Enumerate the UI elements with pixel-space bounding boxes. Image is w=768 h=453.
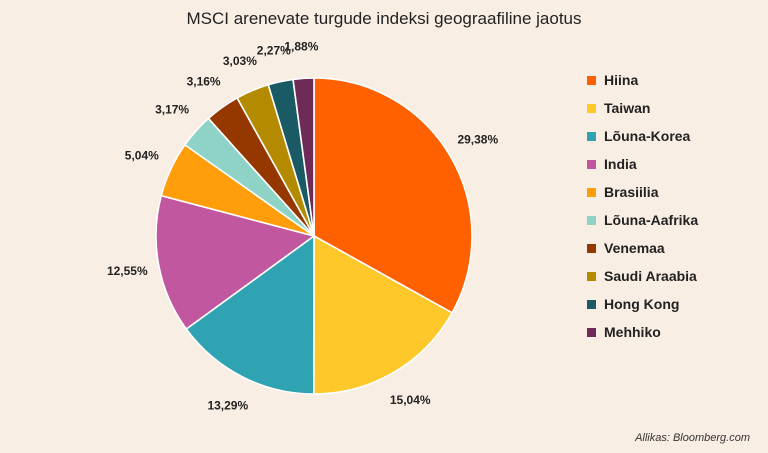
pie-slice-10 (292, 77, 315, 237)
legend-swatch (587, 271, 596, 281)
legend-label: Hiina (604, 72, 639, 88)
slice-label-1: 29,38% (457, 133, 498, 147)
pie-slice-2 (313, 234, 454, 395)
legend-label: Saudi Araabia (604, 268, 697, 284)
legend-label: India (604, 156, 637, 172)
legend-swatch (587, 103, 596, 113)
legend-swatch (587, 75, 596, 85)
legend-label: Hong Kong (604, 296, 680, 312)
slice-label-5: 5,04% (125, 149, 159, 163)
legend: Hiina Taiwan Lõuna-Korea India Brasiilia Lõun… (587, 66, 698, 346)
legend-label: Brasiilia (604, 184, 659, 200)
legend-item-2: Taiwan (587, 94, 698, 122)
legend-swatch (587, 243, 596, 253)
legend-swatch (587, 159, 596, 169)
slice-label-7: 3,16% (187, 74, 221, 88)
slice-label-4: 12,55% (107, 264, 148, 278)
legend-swatch (587, 131, 596, 141)
legend-label: Mehhiko (604, 324, 661, 340)
legend-item-9: Hong Kong (587, 290, 698, 318)
legend-label: Taiwan (604, 100, 651, 116)
pie-slice-4 (155, 194, 316, 331)
legend-swatch (587, 187, 596, 197)
legend-item-3: Lõuna-Korea (587, 122, 698, 150)
legend-swatch (587, 299, 596, 309)
legend-label: Lõuna-Aafrika (604, 212, 699, 228)
legend-item-10: Mehhiko (587, 318, 698, 346)
legend-item-5: Brasiilia (587, 178, 698, 206)
pie-slice-3 (185, 234, 315, 395)
slice-label-9: 2,27% (257, 43, 291, 57)
legend-item-6: Lõuna-Aafrika (587, 206, 698, 234)
slice-label-8: 3,03% (223, 54, 257, 68)
legend-label: Lõuna-Korea (604, 128, 691, 144)
legend-label: Venemaa (604, 240, 665, 256)
legend-item-4: India (587, 150, 698, 178)
pie-slice-1 (313, 77, 473, 314)
slice-label-6: 3,17% (155, 103, 189, 117)
legend-item-1: Hiina (587, 66, 698, 94)
slice-label-10: 1,88% (284, 39, 318, 53)
chart-title: MSCI arenevate turgude indeksi geograafi… (186, 9, 582, 28)
slice-label-3: 13,29% (207, 398, 248, 412)
legend-swatch (587, 215, 596, 225)
source-note: Allikas: Bloomberg.com (635, 432, 750, 444)
legend-item-8: Saudi Araabia (587, 262, 698, 290)
legend-item-7: Venemaa (587, 234, 698, 262)
legend-swatch (587, 327, 596, 337)
slice-label-2: 15,04% (390, 393, 431, 407)
